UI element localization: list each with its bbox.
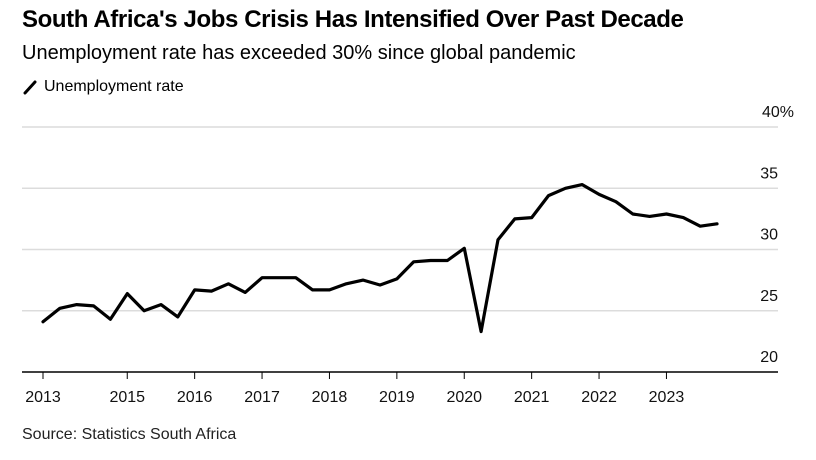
legend: Unemployment rate	[22, 78, 184, 96]
chart-title: South Africa's Jobs Crisis Has Intensifi…	[22, 6, 684, 33]
x-axis: 2013 2015 2016 2017 2018 2019 2020 2021 2022 2023	[22, 371, 778, 406]
x-tick-label: 2017	[244, 389, 280, 406]
chart-subtitle: Unemployment rate has exceeded 30% since…	[22, 42, 576, 64]
y-tick-label: 30	[760, 227, 778, 244]
x-tick-label: 2022	[581, 389, 617, 406]
line-legend-icon	[23, 80, 37, 95]
x-tick-label: 2013	[25, 389, 61, 406]
source-note: Source: Statistics South Africa	[22, 426, 237, 443]
legend-label: Unemployment rate	[44, 78, 184, 95]
y-tick-label: 25	[760, 288, 778, 305]
x-tick-label: 2018	[312, 389, 348, 406]
y-tick-label: 20	[760, 349, 778, 366]
x-tick-label: 2019	[379, 389, 415, 406]
y-tick-label: 35	[760, 165, 778, 182]
x-tick-label: 2015	[109, 389, 145, 406]
y-tick-label: 40%	[762, 104, 794, 121]
x-tick-label: 2023	[649, 389, 685, 406]
x-tick-label: 2021	[514, 389, 550, 406]
series-line-unemployment-rate	[41, 183, 719, 334]
series-layer	[41, 183, 719, 334]
y-axis: 40% 35 30 25 20	[760, 104, 794, 366]
x-tick-label: 2016	[177, 389, 213, 406]
x-tick-label: 2020	[446, 389, 482, 406]
gridlines	[22, 126, 778, 312]
